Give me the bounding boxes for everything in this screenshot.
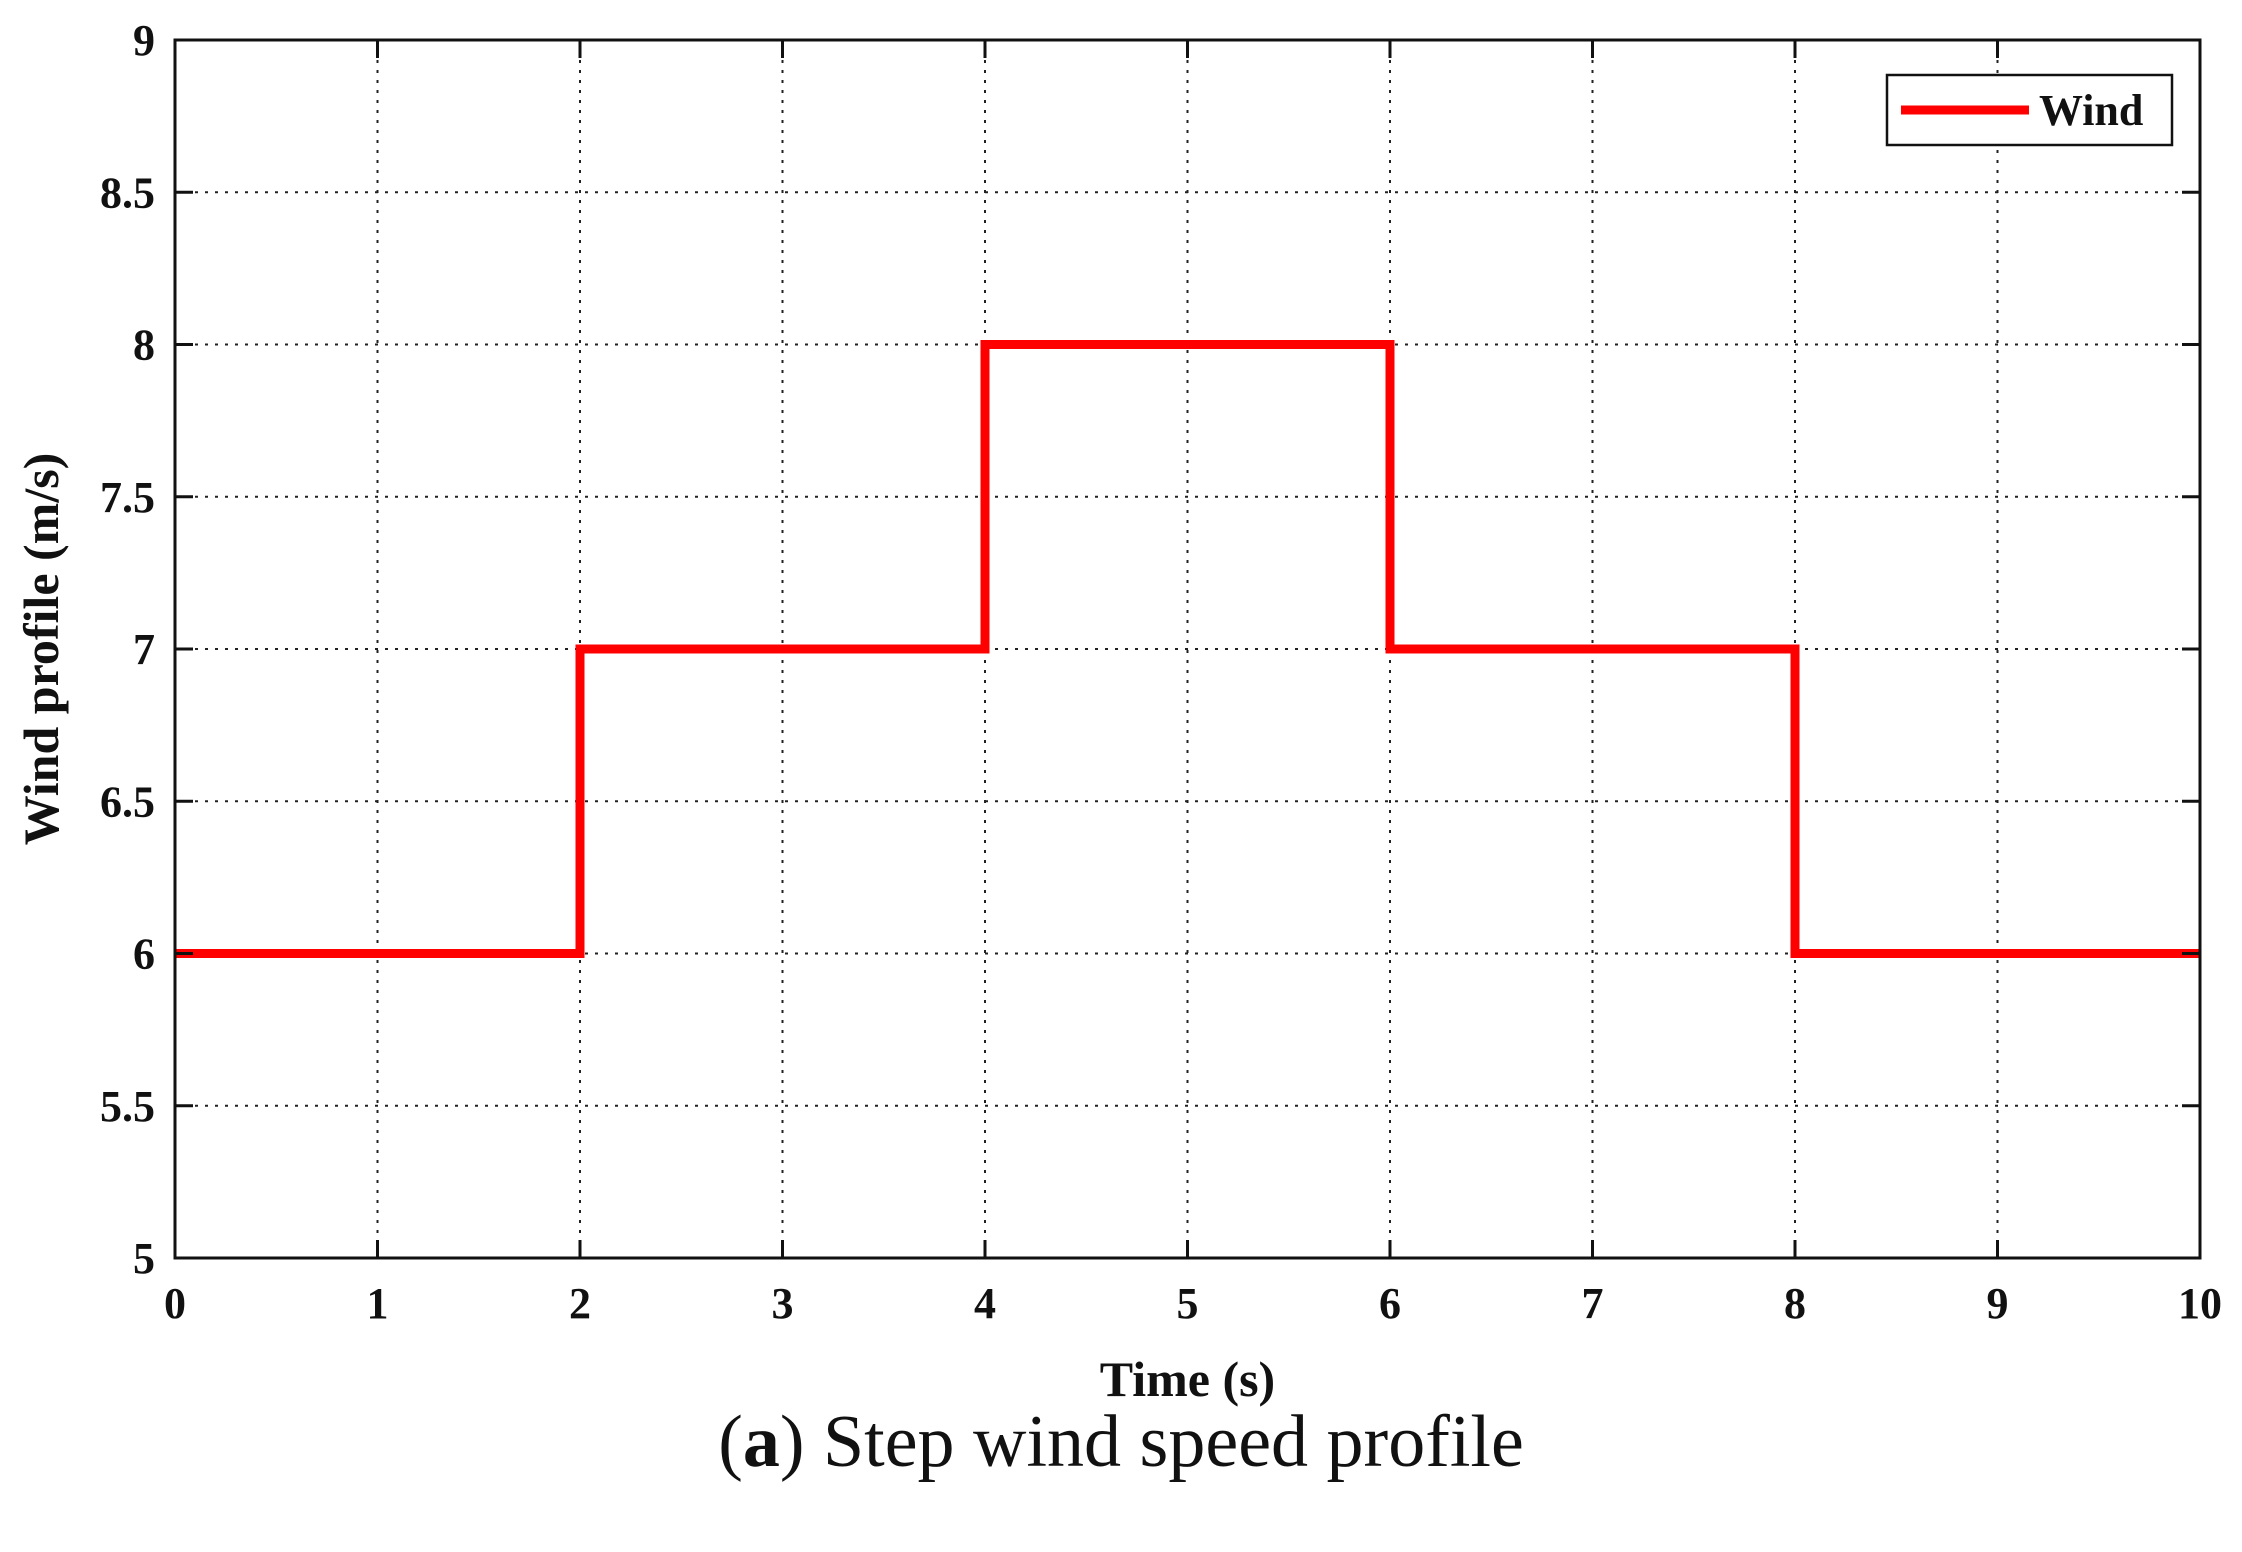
y-tick-label: 7 [133,625,155,674]
x-tick-label: 9 [1987,1279,2009,1328]
y-tick-label: 8 [133,321,155,370]
x-tick-label: 2 [569,1279,591,1328]
legend-label: Wind [2039,86,2143,135]
y-tick-label: 7.5 [100,473,155,522]
x-axis-label: Time (s) [1100,1351,1275,1407]
x-tick-label: 8 [1784,1279,1806,1328]
x-tick-label: 3 [772,1279,794,1328]
x-tick-label: 0 [164,1279,186,1328]
x-tick-label: 7 [1582,1279,1604,1328]
caption-text: Step wind speed profile [804,1401,1524,1483]
caption-label: a [742,1401,780,1483]
legend: Wind [1885,73,2174,147]
tick-labels: 0 1 2 3 4 5 6 7 8 9 10 5 5.5 6 6.5 7 7.5 8 8.5 9 [100,16,2222,1328]
series-layer [175,340,2200,958]
x-tick-label: 1 [367,1279,389,1328]
figure-caption: (a) Step wind speed profile [718,1401,1524,1483]
x-tick-label: 4 [974,1279,996,1328]
y-tick-label: 8.5 [100,168,155,217]
y-axis-label: Wind profile (m/s) [13,453,69,846]
y-tick-label: 5.5 [100,1082,155,1131]
grid [175,40,2200,1258]
ticks [173,38,2202,1260]
y-tick-label: 6.5 [100,777,155,826]
x-tick-label: 5 [1177,1279,1199,1328]
x-tick-label: 10 [2178,1279,2222,1328]
y-tick-label: 6 [133,930,155,979]
y-tick-label: 9 [133,16,155,65]
series-line-wind [175,340,2200,958]
y-tick-label: 5 [133,1234,155,1283]
x-tick-label: 6 [1379,1279,1401,1328]
